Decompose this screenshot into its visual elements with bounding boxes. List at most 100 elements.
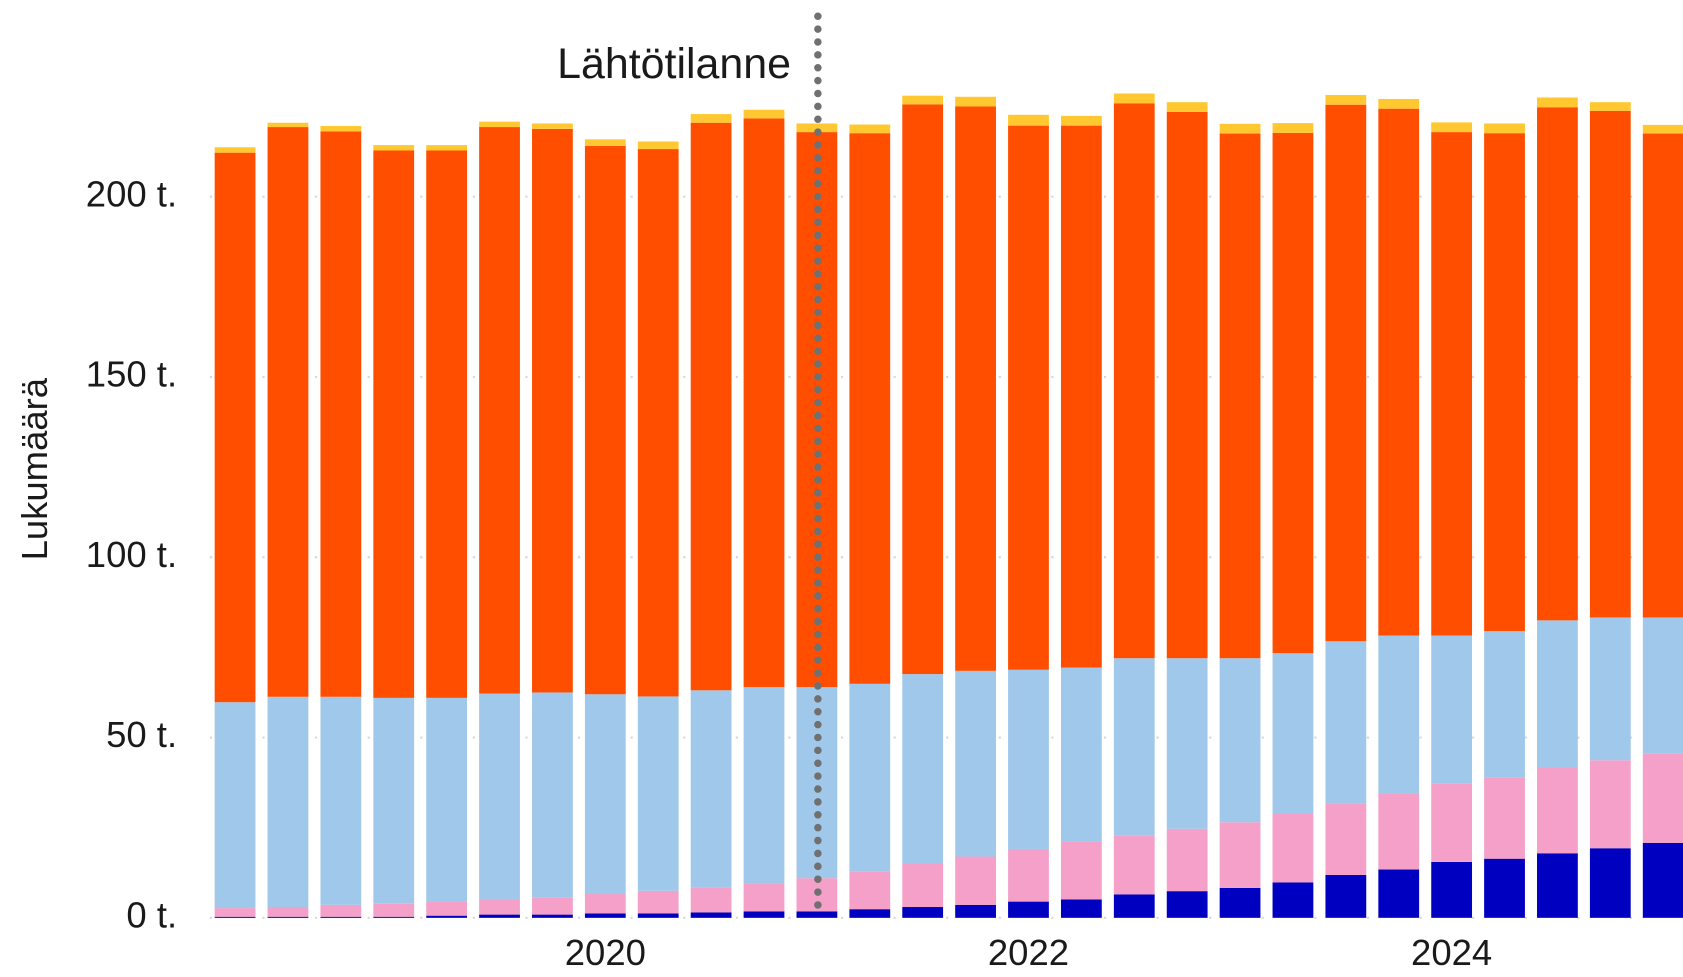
bar-segment	[1537, 853, 1578, 918]
bar-segment	[320, 125, 362, 132]
y-tick-label: 50 t.	[106, 714, 177, 755]
bar-segment	[1589, 102, 1631, 111]
bar-segment	[955, 904, 996, 918]
bar-segment	[1008, 848, 1049, 902]
bar-segment	[1484, 858, 1525, 918]
bar-segment	[267, 696, 309, 908]
bar-segment	[1008, 114, 1049, 126]
bar-segment	[1008, 901, 1049, 918]
bar-segment	[584, 694, 626, 895]
bar-segment	[1008, 669, 1049, 849]
bar-segment	[1537, 620, 1578, 768]
bar-segment	[584, 145, 626, 695]
bar-segment	[849, 909, 891, 918]
bar-segment	[1272, 882, 1314, 918]
y-axis-label: Lukumäärä	[14, 377, 55, 560]
bar-segment	[849, 133, 891, 684]
bar-segment	[1113, 835, 1155, 895]
bar-segment	[902, 907, 944, 918]
bar-segment	[743, 883, 785, 912]
bar-segment	[796, 687, 838, 879]
bar-segment	[1219, 123, 1261, 134]
bar-segment	[1484, 631, 1525, 778]
bar-segment	[1060, 125, 1102, 668]
bar-segment	[1378, 869, 1420, 918]
bar-segment	[1060, 667, 1102, 842]
bar-segment	[479, 693, 520, 900]
bar-segment	[1642, 842, 1683, 918]
bar-segment	[743, 687, 785, 884]
bar-segment	[955, 856, 996, 905]
bar-segment	[1272, 132, 1314, 654]
bar-segment	[426, 145, 468, 151]
bar-segment	[532, 692, 573, 898]
bar-segment	[796, 132, 838, 688]
bar-segment	[1325, 104, 1367, 642]
bar-segment	[426, 915, 468, 918]
bar-segment	[1431, 635, 1473, 784]
y-tick-label: 150 t.	[86, 354, 177, 395]
bar-segment	[743, 109, 785, 119]
bar-segment	[1219, 887, 1261, 918]
bar-segment	[479, 899, 520, 915]
bar-segment	[1272, 653, 1314, 814]
annotation: Lähtötilanne	[557, 40, 791, 88]
bar-segment	[1642, 124, 1683, 134]
bar-segment	[1113, 658, 1155, 836]
bar-segment	[690, 114, 732, 123]
bar-segment	[479, 121, 520, 128]
bar-segment	[849, 683, 891, 872]
bar-segment	[955, 106, 996, 671]
bar-segment	[637, 913, 679, 918]
bar-segment	[532, 128, 573, 693]
bar-segment	[1325, 94, 1367, 105]
bar-segment	[1378, 108, 1420, 636]
bar-segment	[1166, 102, 1208, 112]
bar-segment	[1589, 760, 1631, 849]
bar-segment	[1166, 658, 1208, 829]
bar-segment	[267, 916, 309, 918]
bar-segment	[479, 127, 520, 694]
bar-segment	[1060, 115, 1102, 126]
bar-segment	[373, 150, 415, 698]
bar-segment	[796, 911, 838, 918]
bar-segment	[1431, 132, 1473, 636]
bar-segment	[902, 863, 944, 908]
bar-segment	[214, 152, 256, 703]
bar-segment	[1537, 107, 1578, 621]
bar-segment	[320, 904, 362, 917]
bar-segment	[637, 141, 679, 150]
bar-segment	[373, 697, 415, 904]
bar-segment	[1219, 658, 1261, 823]
bar-segment	[1166, 891, 1208, 918]
y-tick-label: 0 t.	[126, 894, 177, 935]
bar-segment	[1272, 813, 1314, 883]
x-tick-label: 2024	[1411, 932, 1492, 973]
bar-segment	[1008, 125, 1049, 670]
y-tick-label: 100 t.	[86, 534, 177, 575]
bar-segment	[1431, 783, 1473, 862]
bar-segment	[1484, 133, 1525, 632]
bar-segment	[1537, 767, 1578, 854]
bar-segment	[1325, 641, 1367, 804]
bar-segment	[1642, 753, 1683, 843]
bar-segment	[690, 912, 732, 918]
bar-segment	[1431, 861, 1473, 918]
bar-segment	[796, 123, 838, 133]
bar-segment	[532, 897, 573, 915]
bar-segment	[902, 674, 944, 864]
bar-segment	[584, 894, 626, 914]
bar-segment	[320, 916, 362, 918]
bar-segment	[637, 890, 679, 914]
bar-segment	[426, 697, 468, 902]
bar-segment	[479, 914, 520, 918]
bar-segment	[1642, 617, 1683, 754]
bar-segment	[214, 147, 256, 153]
bar-segment	[902, 95, 944, 105]
bar-segment	[1325, 803, 1367, 875]
bar-segment	[849, 124, 891, 134]
bar-segment	[637, 696, 679, 891]
bar-segment	[1378, 793, 1420, 870]
bar-segment	[1219, 133, 1261, 659]
bar-segment	[1537, 97, 1578, 108]
